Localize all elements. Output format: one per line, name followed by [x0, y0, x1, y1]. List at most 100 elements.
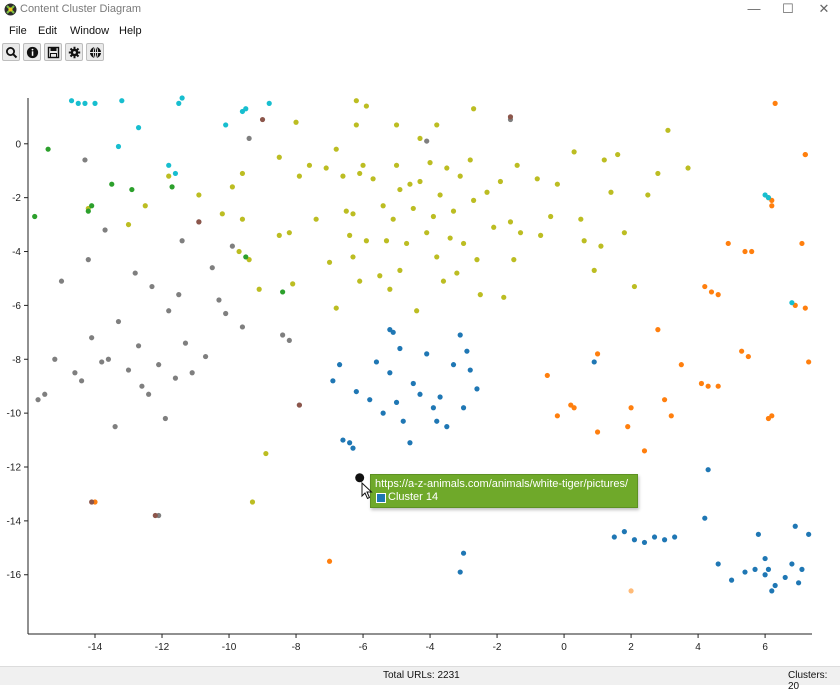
menu-help[interactable]: Help — [119, 25, 142, 37]
url-point[interactable] — [92, 100, 98, 106]
url-point[interactable] — [393, 162, 400, 168]
url-point[interactable] — [196, 219, 202, 225]
url-point[interactable] — [762, 572, 768, 578]
url-point[interactable] — [286, 230, 292, 236]
url-point[interactable] — [99, 359, 105, 365]
url-point[interactable] — [581, 238, 587, 244]
url-point[interactable] — [762, 555, 768, 562]
url-point[interactable] — [457, 173, 463, 179]
url-point[interactable] — [132, 270, 138, 276]
url-point[interactable] — [655, 170, 661, 177]
url-point[interactable] — [347, 440, 353, 446]
url-point[interactable] — [437, 192, 443, 198]
url-point[interactable] — [471, 106, 477, 112]
url-point[interactable] — [72, 370, 78, 376]
url-point[interactable] — [223, 122, 229, 128]
url-point[interactable] — [437, 394, 443, 400]
url-point[interactable] — [209, 265, 215, 271]
url-point[interactable] — [229, 243, 235, 249]
url-point[interactable] — [591, 267, 597, 273]
url-point[interactable] — [457, 332, 463, 338]
url-point[interactable] — [85, 257, 91, 263]
url-point[interactable] — [323, 165, 329, 171]
url-point[interactable] — [357, 278, 363, 284]
url-point[interactable] — [377, 273, 383, 279]
url-point[interactable] — [68, 98, 75, 104]
url-point[interactable] — [115, 143, 122, 150]
search-tool-button[interactable] — [2, 43, 20, 61]
url-point[interactable] — [769, 588, 775, 594]
url-point[interactable] — [306, 162, 313, 168]
url-point[interactable] — [645, 192, 651, 198]
url-point[interactable] — [631, 283, 638, 290]
url-point[interactable] — [89, 203, 95, 209]
url-point[interactable] — [765, 195, 772, 201]
url-point[interactable] — [407, 181, 413, 187]
url-point[interactable] — [467, 157, 473, 163]
url-point[interactable] — [651, 534, 658, 540]
url-point[interactable] — [571, 149, 577, 155]
url-point[interactable] — [246, 135, 252, 142]
url-point[interactable] — [434, 122, 440, 128]
url-point[interactable] — [162, 415, 168, 422]
url-point[interactable] — [742, 569, 748, 575]
url-point[interactable] — [789, 300, 795, 306]
menu-file[interactable]: File — [9, 25, 27, 37]
url-point[interactable] — [172, 375, 179, 381]
url-point[interactable] — [661, 537, 668, 543]
url-point[interactable] — [105, 356, 112, 362]
url-point[interactable] — [32, 213, 38, 220]
url-point[interactable] — [568, 402, 574, 408]
url-point[interactable] — [594, 429, 601, 435]
url-point[interactable] — [708, 289, 715, 295]
url-point[interactable] — [578, 216, 584, 222]
url-point[interactable] — [621, 529, 627, 535]
url-point[interactable] — [387, 327, 393, 333]
info-tool-button[interactable] — [23, 43, 41, 61]
url-point[interactable] — [119, 98, 125, 104]
url-point[interactable] — [350, 211, 356, 217]
url-point[interactable] — [799, 566, 805, 572]
url-point[interactable] — [109, 181, 115, 187]
url-point[interactable] — [313, 216, 319, 222]
url-point[interactable] — [326, 259, 333, 265]
save-tool-button[interactable] — [44, 43, 62, 61]
url-point[interactable] — [266, 100, 272, 106]
url-point[interactable] — [424, 351, 430, 357]
url-point[interactable] — [112, 424, 118, 430]
url-point[interactable] — [176, 292, 182, 298]
hovered-url-point[interactable] — [355, 473, 365, 483]
url-point[interactable] — [353, 122, 359, 128]
url-point[interactable] — [367, 397, 373, 403]
url-point[interactable] — [417, 135, 423, 142]
url-point[interactable] — [424, 230, 430, 236]
url-point[interactable] — [326, 558, 333, 564]
url-point[interactable] — [507, 114, 514, 120]
url-point[interactable] — [296, 402, 302, 408]
url-point[interactable] — [698, 380, 705, 387]
url-point[interactable] — [189, 370, 195, 376]
minimize-button[interactable]: — — [747, 1, 761, 16]
url-point[interactable] — [89, 335, 95, 341]
url-point[interactable] — [598, 243, 604, 249]
url-point[interactable] — [685, 165, 691, 171]
url-point[interactable] — [430, 213, 437, 220]
maximize-button[interactable]: ☐ — [782, 1, 794, 16]
url-point[interactable] — [460, 240, 467, 247]
url-point[interactable] — [434, 418, 440, 424]
url-point[interactable] — [410, 205, 416, 212]
url-point[interactable] — [467, 367, 473, 373]
url-point[interactable] — [353, 98, 359, 104]
url-point[interactable] — [608, 189, 614, 195]
url-point[interactable] — [276, 154, 282, 160]
url-point[interactable] — [628, 405, 634, 411]
url-point[interactable] — [169, 184, 175, 190]
url-point[interactable] — [507, 219, 514, 225]
url-point[interactable] — [280, 332, 286, 338]
url-point[interactable] — [393, 399, 400, 405]
url-point[interactable] — [387, 286, 393, 292]
url-point[interactable] — [347, 232, 353, 238]
settings-tool-button[interactable] — [65, 43, 83, 61]
url-point[interactable] — [353, 388, 359, 395]
url-point[interactable] — [454, 270, 460, 276]
